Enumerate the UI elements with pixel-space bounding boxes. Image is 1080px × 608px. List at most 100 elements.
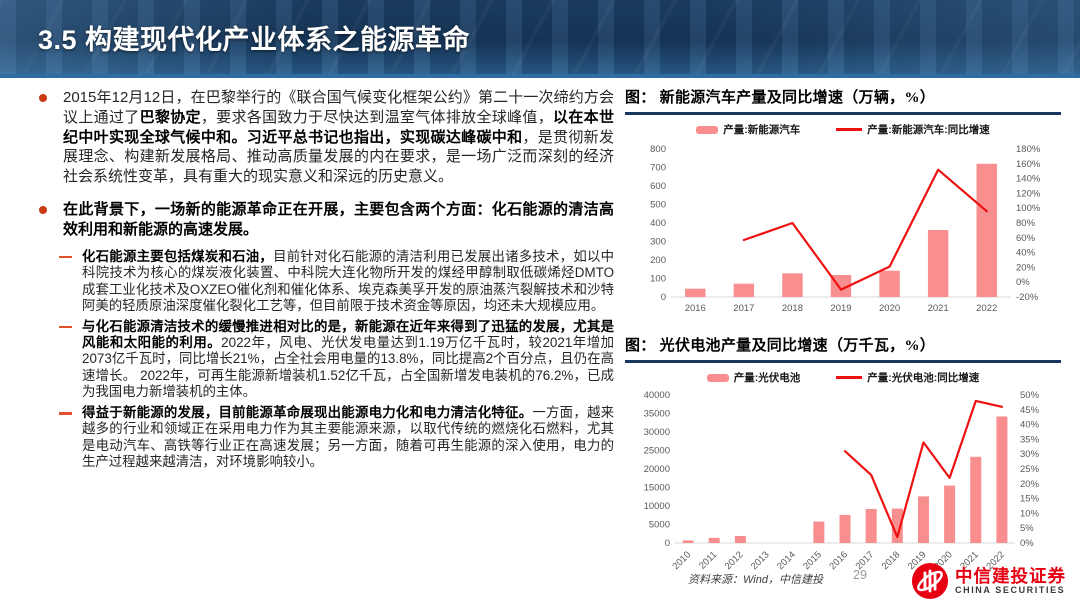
svg-text:20%: 20%: [1016, 262, 1036, 273]
svg-text:400: 400: [650, 218, 666, 229]
charts-column: 图： 新能源汽车产量及同比增速（万辆，%） 产量:新能源汽车 产量:新能源汽车:…: [625, 86, 1061, 583]
logo-text: 中信建投证券 CHINA SECURITIES: [955, 566, 1066, 595]
header-separator: [0, 74, 1080, 78]
legend-nev: 产量:新能源汽车 产量:新能源汽车:同比增速: [625, 122, 1061, 137]
svg-text:100%: 100%: [1016, 203, 1041, 214]
svg-text:10%: 10%: [1020, 508, 1040, 519]
page-title: 3.5 构建现代化产业体系之能源革命: [38, 25, 471, 55]
legend-entry-bar: 产量:光伏电池: [706, 370, 801, 385]
svg-text:120%: 120%: [1016, 188, 1041, 199]
svg-text:0: 0: [661, 292, 666, 303]
header: 3.5 构建现代化产业体系之能源革命: [0, 0, 1080, 74]
svg-text:25%: 25%: [1020, 464, 1040, 475]
chart-title-underline: [625, 360, 1061, 363]
svg-text:15%: 15%: [1020, 494, 1040, 505]
bullet-dot-icon: [39, 94, 47, 102]
header-cityscape-photo: [0, 0, 1080, 74]
source-note: 资料来源：Wind，中信建投: [688, 574, 823, 586]
svg-text:25000: 25000: [644, 446, 670, 457]
legend-pv: 产量:光伏电池 产量:光伏电池:同比增速: [625, 370, 1061, 385]
legend-label: 产量:新能源汽车:同比增速: [867, 124, 990, 136]
bullet-dash-icon: [59, 411, 72, 415]
svg-text:35000: 35000: [644, 409, 670, 420]
bullet-dot-icon: [39, 205, 47, 214]
bullet-item: 在此背景下，一场新的能源革命正在开展，主要包含两个方面：化石能源的清洁高效利用和…: [36, 200, 614, 240]
svg-text:45%: 45%: [1020, 405, 1040, 416]
legend-label: 产量:光伏电池:同比增速: [867, 372, 980, 384]
svg-text:2010: 2010: [670, 549, 693, 572]
svg-text:2022: 2022: [976, 303, 997, 314]
svg-text:30%: 30%: [1020, 449, 1040, 460]
bullet-item: 化石能源主要包括煤炭和石油，目前针对化石能源的清洁利用已发展出诸多技术，如以中科…: [36, 249, 614, 315]
svg-text:5000: 5000: [649, 520, 670, 531]
svg-text:15000: 15000: [644, 483, 670, 494]
chart-title-underline: [625, 112, 1061, 115]
bullet-dash-icon: [59, 255, 72, 259]
svg-text:30000: 30000: [644, 427, 670, 438]
chart-title-nev: 图： 新能源汽车产量及同比增速（万辆，%）: [625, 90, 936, 106]
svg-text:600: 600: [650, 181, 666, 192]
bar-legend-swatch: [696, 125, 719, 134]
svg-text:700: 700: [650, 163, 666, 174]
svg-text:2017: 2017: [733, 303, 754, 314]
line-legend-swatch: [836, 376, 863, 379]
page-number: 29: [853, 568, 867, 582]
bullet-text: 2015年12月12日，在巴黎举行的《联合国气候变化框架公约》第二十一次缔约方会…: [63, 89, 614, 186]
chart-section-pv: 图： 光伏电池产量及同比增速（万千瓦，%） 产量:光伏电池 产量:光伏电池:同比…: [625, 334, 1061, 583]
svg-text:160%: 160%: [1016, 159, 1041, 170]
bullet-text: 得益于新能源的发展，目前能源革命展现出能源电力化和电力清洁化特征。一方面，越来越…: [82, 404, 615, 470]
svg-text:20%: 20%: [1020, 479, 1040, 490]
bullet-text: 与化石能源清洁技术的缓慢推进相对比的是，新能源在近年来得到了迅猛的发展，尤其是风…: [82, 318, 615, 400]
svg-text:2012: 2012: [723, 549, 746, 572]
svg-text:200: 200: [650, 255, 666, 266]
legend-label: 产量:新能源汽车: [723, 124, 801, 136]
svg-text:800: 800: [650, 144, 666, 155]
legend-entry-bar: 产量:新能源汽车: [696, 122, 800, 137]
bullet-item: 得益于新能源的发展，目前能源革命展现出能源电力化和电力清洁化特征。一方面，越来越…: [36, 405, 614, 471]
svg-text:60%: 60%: [1016, 233, 1036, 244]
bar-legend-swatch: [706, 373, 729, 382]
svg-text:35%: 35%: [1020, 434, 1040, 445]
company-logo: 中信建投证券 CHINA SECURITIES: [911, 562, 1066, 600]
svg-text:50%: 50%: [1020, 390, 1040, 401]
svg-text:2014: 2014: [775, 549, 798, 572]
svg-text:2011: 2011: [697, 549, 719, 571]
legend-label: 产量:光伏电池: [733, 372, 801, 384]
svg-text:140%: 140%: [1016, 174, 1041, 185]
svg-text:5%: 5%: [1020, 523, 1034, 534]
bullet-item: 2015年12月12日，在巴黎举行的《联合国气候变化框架公约》第二十一次缔约方会…: [36, 88, 614, 187]
bullet-text: 在此背景下，一场新的能源革命正在开展，主要包含两个方面：化石能源的清洁高效利用和…: [63, 200, 614, 238]
svg-text:2016: 2016: [827, 549, 850, 572]
nev-production-chart: 800 700 600 500 400 300 200 100 0 180% 160% 140% 120…: [650, 144, 1041, 314]
svg-text:2013: 2013: [749, 549, 772, 572]
svg-text:2020: 2020: [879, 303, 900, 314]
svg-text:2015: 2015: [801, 549, 824, 572]
svg-text:0%: 0%: [1016, 277, 1030, 288]
svg-text:20000: 20000: [644, 464, 670, 475]
svg-text:40000: 40000: [644, 390, 670, 401]
svg-text:2018: 2018: [782, 303, 803, 314]
bullet-list: 2015年12月12日，在巴黎举行的《联合国气候变化框架公约》第二十一次缔约方会…: [36, 88, 614, 475]
svg-text:2016: 2016: [685, 303, 706, 314]
svg-text:80%: 80%: [1016, 218, 1036, 229]
svg-text:500: 500: [650, 200, 666, 211]
svg-text:0: 0: [665, 538, 670, 549]
svg-text:40%: 40%: [1016, 248, 1036, 259]
citic-logo-icon: [911, 562, 949, 600]
svg-text:300: 300: [650, 237, 666, 248]
svg-text:-20%: -20%: [1016, 292, 1039, 303]
svg-text:0%: 0%: [1020, 538, 1034, 549]
legend-entry-line: 产量:光伏电池:同比增速: [836, 370, 979, 385]
svg-text:2021: 2021: [928, 303, 949, 314]
pv-cell-production-chart: 40000 35000 30000 25000 20000 15000 10000 5000 0…: [644, 390, 1040, 572]
line-legend-swatch: [836, 128, 863, 131]
svg-text:2019: 2019: [830, 303, 851, 314]
bullet-dash-icon: [59, 325, 72, 329]
chart-title-pv: 图： 光伏电池产量及同比增速（万千瓦，%）: [625, 338, 936, 354]
bullet-text: 化石能源主要包括煤炭和石油，目前针对化石能源的清洁利用已发展出诸多技术，如以中科…: [82, 248, 615, 314]
svg-text:180%: 180%: [1016, 144, 1041, 155]
svg-text:100: 100: [650, 274, 666, 285]
bullet-item: 与化石能源清洁技术的缓慢推进相对比的是，新能源在近年来得到了迅猛的发展，尤其是风…: [36, 319, 614, 401]
legend-entry-line: 产量:新能源汽车:同比增速: [836, 122, 990, 137]
